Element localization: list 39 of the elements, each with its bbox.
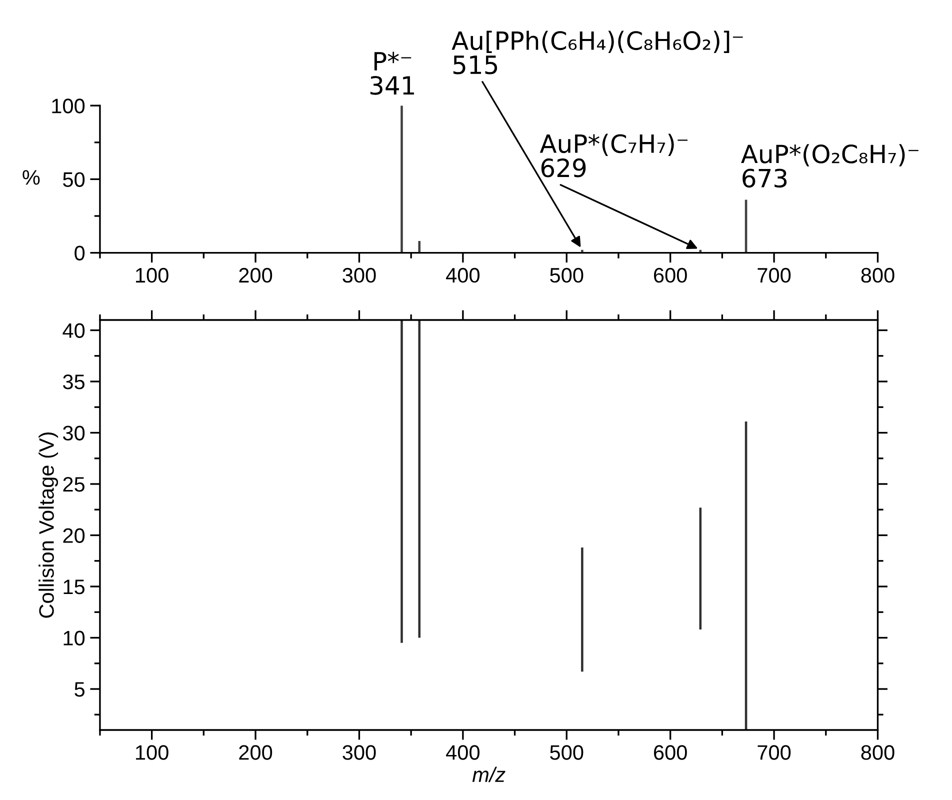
- x-tick-label: 300: [342, 268, 376, 283]
- y-tick-label: 25: [63, 477, 85, 492]
- y-tick-label: 10: [64, 630, 85, 646]
- x-tick-label: 800: [861, 268, 894, 283]
- x-tick-label: 800: [861, 745, 894, 760]
- bar: [418, 241, 421, 253]
- x-tick-label: 400: [446, 745, 480, 760]
- x-tick-label: 100: [136, 268, 168, 283]
- annotation: P*⁻ 341: [370, 52, 414, 95]
- x-tick-label: 700: [758, 745, 791, 760]
- y-tick-label: 40: [62, 323, 85, 338]
- y-tick-label: 35: [63, 374, 85, 390]
- y-tick-label: 100: [52, 98, 85, 114]
- x-tick-label: 700: [758, 268, 791, 283]
- x-tick-label: 500: [550, 745, 584, 760]
- y-axis-title: Collision Voltage (V): [38, 432, 58, 618]
- x-tick-label: 200: [239, 268, 272, 283]
- x-tick-label: 300: [342, 745, 376, 760]
- annotation: Au[PPh(C₆H₄)(C₈H₆O₂)]⁻ 515: [452, 30, 743, 74]
- x-tick-label: 200: [239, 745, 272, 760]
- annotation: AuP*(C₇H₇)⁻ 629: [540, 134, 688, 178]
- bar: [400, 106, 403, 253]
- x-tick-label: 100: [136, 745, 168, 760]
- x-tick-label: 400: [446, 268, 480, 283]
- annotation: AuP*(O₂C₈H₇)⁻ 673: [741, 144, 918, 188]
- x-tick-label: 600: [654, 745, 687, 760]
- y-tick-label: 15: [64, 580, 85, 594]
- bar: [400, 320, 403, 643]
- bar: [581, 548, 584, 672]
- x-axis-title: m/z: [472, 766, 506, 782]
- x-tick-label: 600: [654, 268, 687, 283]
- y-axis-title: %: [22, 170, 40, 185]
- x-tick-label: 500: [550, 268, 584, 283]
- y-tick-label: 20: [63, 528, 85, 544]
- y-tick-label: 0: [74, 246, 85, 261]
- y-tick-label: 5: [74, 682, 85, 697]
- y-tick-label: 30: [63, 426, 85, 441]
- bar: [418, 320, 421, 638]
- y-tick-label: 50: [63, 172, 85, 187]
